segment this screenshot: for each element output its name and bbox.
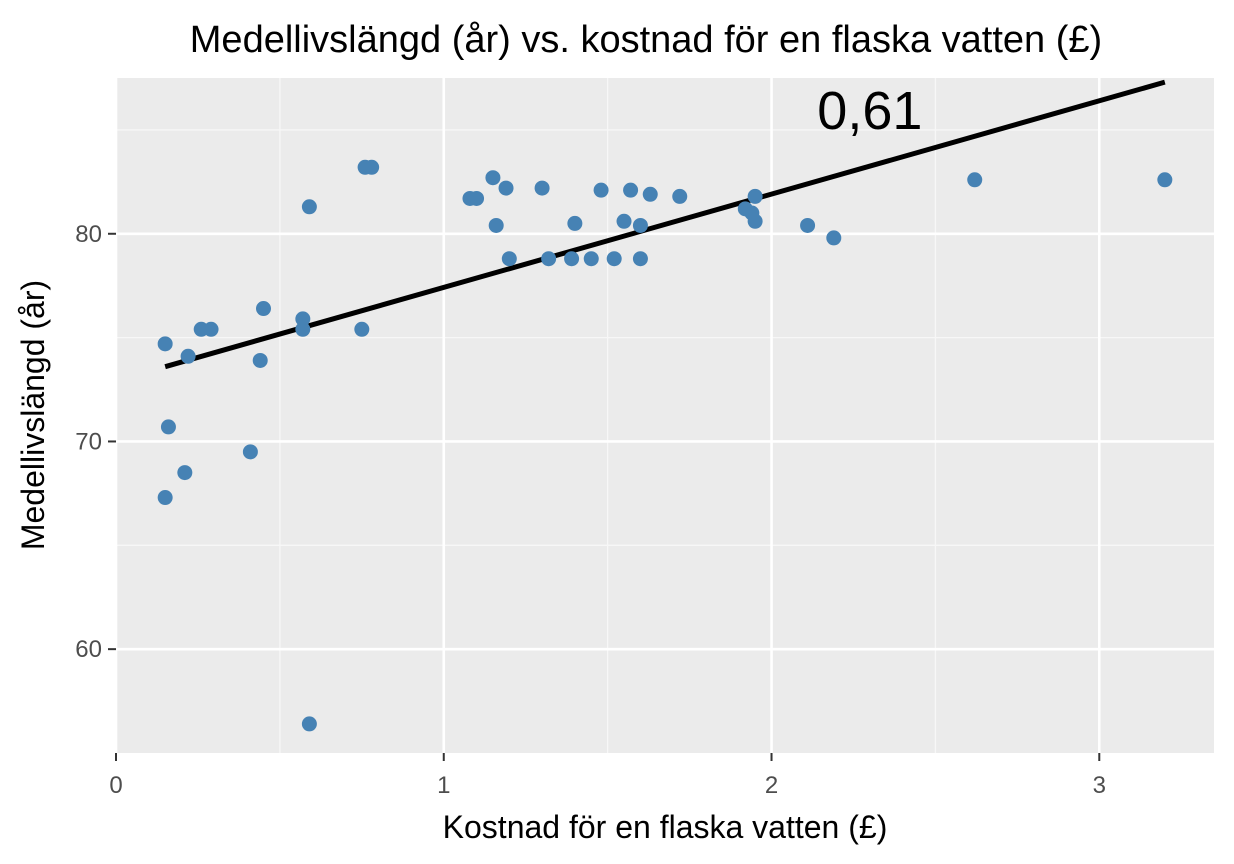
data-point bbox=[364, 159, 380, 175]
data-point bbox=[534, 180, 550, 196]
correlation-annotation: 0,61 bbox=[817, 81, 922, 141]
data-point bbox=[632, 251, 648, 267]
data-point bbox=[1157, 172, 1173, 188]
data-point bbox=[180, 348, 196, 364]
data-point bbox=[623, 182, 639, 198]
data-point bbox=[593, 182, 609, 198]
data-point bbox=[157, 336, 173, 352]
data-point bbox=[672, 188, 688, 204]
data-point bbox=[488, 217, 504, 233]
data-points bbox=[157, 159, 1173, 732]
data-point bbox=[642, 186, 658, 202]
plot-panel bbox=[116, 78, 1214, 753]
y-tick-label: 60 bbox=[75, 636, 102, 663]
data-point bbox=[564, 251, 580, 267]
data-point bbox=[301, 716, 317, 732]
chart-title: Medellivslängd (år) vs. kostnad för en f… bbox=[190, 19, 1102, 61]
data-point bbox=[541, 251, 557, 267]
data-point bbox=[632, 217, 648, 233]
axes: 0 1 2 3 60 70 80 bbox=[75, 221, 1106, 799]
data-point bbox=[295, 321, 311, 337]
x-tick-label: 0 bbox=[109, 772, 122, 799]
data-point bbox=[177, 465, 193, 481]
data-point bbox=[567, 215, 583, 231]
data-point bbox=[826, 230, 842, 246]
x-tick-label: 1 bbox=[437, 772, 450, 799]
trend-line bbox=[164, 79, 1166, 370]
data-point bbox=[203, 321, 219, 337]
x-axis-title: Kostnad för en flaska vatten (£) bbox=[443, 809, 888, 845]
data-point bbox=[747, 213, 763, 229]
data-point bbox=[747, 188, 763, 204]
data-point bbox=[242, 444, 258, 460]
data-point bbox=[301, 199, 317, 215]
x-tick-label: 2 bbox=[765, 772, 778, 799]
data-point bbox=[606, 251, 622, 267]
data-point bbox=[501, 251, 517, 267]
data-point bbox=[583, 251, 599, 267]
data-point bbox=[498, 180, 514, 196]
data-point bbox=[354, 321, 370, 337]
y-tick-label: 80 bbox=[75, 221, 102, 248]
data-point bbox=[485, 170, 501, 186]
trend-line-group bbox=[164, 79, 1166, 370]
y-axis-title: Medellivslängd (år) bbox=[15, 280, 51, 550]
data-point bbox=[255, 301, 271, 317]
data-point bbox=[967, 172, 983, 188]
data-point bbox=[616, 213, 632, 229]
data-point bbox=[252, 352, 268, 368]
data-point bbox=[295, 311, 311, 327]
x-tick-label: 3 bbox=[1093, 772, 1106, 799]
grid-lines bbox=[114, 78, 1214, 753]
y-tick-label: 70 bbox=[75, 428, 102, 455]
data-point bbox=[160, 419, 176, 435]
data-point bbox=[469, 190, 485, 206]
data-point bbox=[800, 217, 816, 233]
data-point bbox=[157, 490, 173, 506]
